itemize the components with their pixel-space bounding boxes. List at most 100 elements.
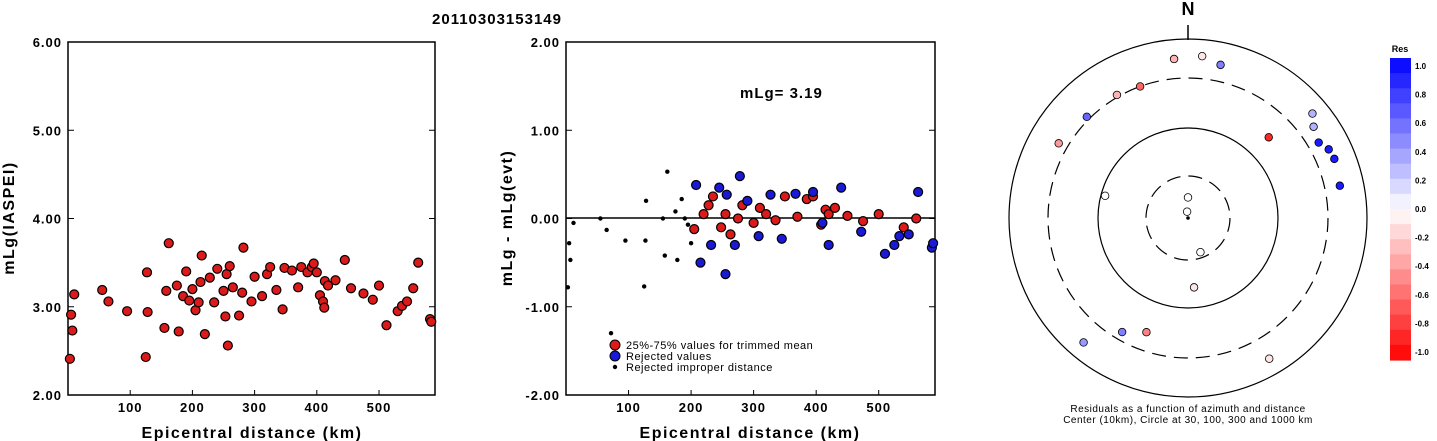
rejected-point	[720, 268, 731, 280]
station-residual-marker	[1182, 207, 1192, 216]
rejected-point	[734, 171, 745, 182]
station-residual-marker	[1169, 54, 1179, 64]
data-point	[311, 267, 322, 278]
polar-caption-line1: Residuals as a function of azimuth and d…	[1070, 404, 1305, 415]
data-point	[367, 294, 378, 305]
colorbar-cell	[1390, 239, 1411, 255]
legend-marker-improper	[612, 364, 618, 370]
panel1-xtick-label: 300	[242, 400, 267, 415]
data-point	[413, 257, 424, 268]
station-residual-marker	[1197, 51, 1207, 61]
panel1-ytick-label: 6.00	[33, 35, 62, 50]
data-point	[339, 254, 350, 266]
panel1-xtick-label: 500	[367, 400, 392, 415]
colorbar-cell	[1390, 314, 1411, 331]
colorbar-tick-label: -0.6	[1415, 291, 1429, 300]
rejected-point	[742, 195, 753, 206]
colorbar-cell	[1390, 73, 1411, 89]
data-point	[358, 288, 369, 299]
improper-distance-point	[598, 216, 603, 221]
improper-distance-point	[565, 285, 571, 290]
magnitude-vs-distance-panel: 100 200 300 400 500 2.00 3.00 4.00 5.00 6.00 Epic…	[1, 35, 437, 441]
accepted-point	[857, 216, 869, 227]
improper-distance-point	[665, 169, 670, 174]
data-point	[121, 306, 133, 317]
station-residual-marker	[1082, 112, 1092, 122]
rejected-point	[690, 179, 702, 191]
panel1-xlabel: Epicentral distance (km)	[142, 425, 363, 441]
ring-300km	[1047, 77, 1329, 359]
colorbar-cell	[1390, 178, 1411, 195]
accepted-point	[707, 191, 719, 202]
ring-1000km	[1008, 38, 1368, 398]
data-point	[265, 261, 276, 273]
improper-distance-point	[682, 216, 688, 221]
colorbar-tick-label: 0.6	[1415, 119, 1427, 128]
improper-distance-point	[571, 220, 576, 226]
panel2-xtick-label: 200	[679, 400, 704, 415]
data-point	[193, 297, 204, 308]
rejected-point	[894, 231, 905, 242]
data-point	[256, 291, 268, 302]
improper-distance-point	[568, 257, 573, 263]
data-point	[140, 351, 151, 363]
data-point	[141, 267, 153, 278]
rejected-point	[889, 239, 900, 251]
data-point	[401, 296, 413, 307]
station-residual-marker	[1183, 193, 1193, 202]
panel1-ylabel: mLg(IASPEI)	[1, 161, 18, 274]
colorbar-title: Res	[1392, 44, 1409, 54]
legend: 25%-75% values for trimmed mean Rejected…	[609, 339, 813, 374]
data-point	[220, 311, 231, 322]
colorbar-cell	[1390, 133, 1411, 150]
station-residual-marker	[1117, 327, 1127, 337]
mlg-annotation: mLg= 3.19	[740, 85, 823, 102]
colorbar-cell	[1390, 284, 1411, 301]
panel1-ytick-label: 2.00	[33, 388, 62, 403]
colorbar-tick-label: 0.8	[1415, 91, 1427, 100]
accepted-point	[770, 215, 781, 226]
data-point	[142, 306, 153, 318]
station-residual-marker	[1054, 139, 1063, 148]
accepted-point	[754, 202, 765, 214]
colorbar-tick-label: -0.2	[1415, 234, 1429, 243]
data-point	[322, 280, 334, 291]
colorbar-tick-label: 0.4	[1415, 148, 1427, 157]
panel2-ytick-label: 2.00	[531, 35, 560, 50]
panel1-ytick-label: 5.00	[33, 123, 62, 138]
rejected-point	[836, 182, 847, 193]
colorbar-cell	[1390, 329, 1411, 346]
station-residual-marker	[1308, 109, 1317, 118]
panel2-ytick-label: 0.00	[531, 212, 560, 227]
improper-distance-point	[641, 284, 647, 289]
data-point	[408, 283, 419, 294]
rejected-point	[903, 229, 914, 240]
accepted-point	[792, 211, 803, 222]
station-residual-marker	[1100, 191, 1110, 200]
panel2-xtick-label: 500	[866, 400, 891, 415]
station-residual-marker	[1189, 283, 1199, 292]
legend-label-accepted: 25%-75% values for trimmed mean	[626, 340, 813, 352]
colorbar-cell	[1390, 193, 1411, 210]
improper-distance-point	[685, 222, 691, 227]
ring-30km	[1145, 175, 1231, 261]
rejected-point	[714, 182, 725, 193]
station-residual-marker	[1335, 181, 1345, 190]
rejected-point	[928, 238, 939, 249]
data-point	[319, 302, 330, 313]
data-point	[181, 266, 192, 277]
colorbar-cell	[1390, 269, 1411, 286]
colorbar-cell	[1390, 254, 1411, 270]
data-point	[224, 261, 235, 272]
panel2-ytick-label: -2.00	[525, 388, 560, 403]
azimuth-residual-panel: N Residuals as a function of azimuth and…	[1008, 0, 1368, 426]
data-point	[426, 316, 437, 327]
data-point	[227, 282, 238, 293]
data-point	[218, 285, 229, 296]
panel2-ylabel: mLg - mLg(evt)	[499, 150, 516, 287]
data-point	[196, 250, 207, 261]
data-point	[233, 310, 245, 321]
data-point	[195, 276, 206, 288]
data-point	[184, 295, 195, 306]
